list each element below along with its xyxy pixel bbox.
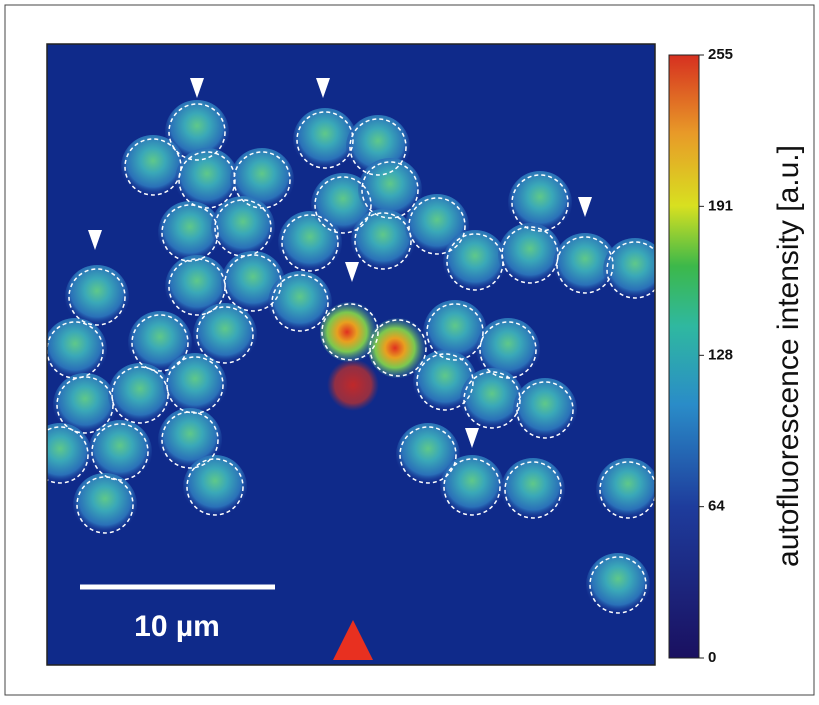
- colorbar-tick-label: 64: [708, 498, 725, 515]
- cell-glow: [508, 171, 572, 235]
- cell-glow: [586, 553, 650, 617]
- cell-glow: [28, 423, 92, 487]
- colorbar: [669, 55, 699, 658]
- cell-glow: [121, 135, 185, 199]
- target-spot: [327, 359, 379, 411]
- colorbar-tick-label: 191: [708, 197, 733, 214]
- cell-glow: [211, 196, 275, 260]
- cell-glow: [183, 455, 247, 519]
- micrograph: [28, 44, 667, 665]
- cell-glow: [43, 318, 107, 382]
- cell-glow: [108, 363, 172, 427]
- colorbar-tick-label: 128: [708, 346, 733, 363]
- figure: 10 µm autofluorescence intensity [a.u.] …: [0, 0, 819, 700]
- colorbar-label: autofluorescence intensity [a.u.]: [772, 145, 805, 567]
- page: 10 µm autofluorescence intensity [a.u.] …: [0, 0, 819, 700]
- cell-glow: [603, 238, 667, 302]
- cell-glow: [73, 473, 137, 537]
- cell-glow: [351, 209, 415, 273]
- cell-glow: [501, 458, 565, 522]
- scale-bar-label: 10 µm: [134, 610, 220, 643]
- cell-glow: [513, 378, 577, 442]
- colorbar-tick-label: 0: [708, 649, 716, 666]
- cell-glow: [443, 230, 507, 294]
- cell-glow: [596, 458, 660, 522]
- colorbar-tick-label: 255: [708, 46, 733, 63]
- cell-glow: [440, 455, 504, 519]
